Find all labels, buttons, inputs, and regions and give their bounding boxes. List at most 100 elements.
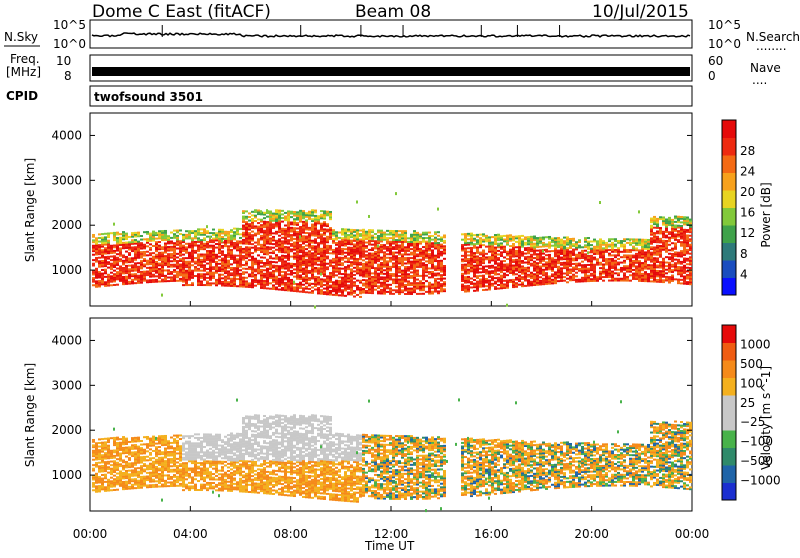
heatmap-cell — [557, 275, 560, 277]
heatmap-cell — [317, 235, 320, 237]
heatmap-cell — [665, 272, 668, 274]
heatmap-cell — [137, 271, 140, 273]
heatmap-cell — [107, 249, 110, 251]
heatmap-cell — [515, 241, 518, 243]
heatmap-cell — [221, 254, 224, 256]
heatmap-cell — [317, 271, 320, 273]
heatmap-cell — [524, 249, 527, 251]
heatmap-cell — [263, 237, 266, 239]
heatmap-cell — [278, 228, 281, 230]
heatmap-cell — [266, 225, 269, 227]
heatmap-cell — [323, 243, 326, 245]
heatmap-cell — [632, 274, 635, 276]
heatmap-cell — [641, 280, 644, 282]
heatmap-cell — [182, 245, 185, 247]
heatmap-cell — [149, 267, 152, 269]
heatmap-cell — [662, 231, 665, 233]
heatmap-cell — [293, 213, 296, 215]
heatmap-cell — [212, 277, 215, 279]
heatmap-cell — [323, 241, 326, 243]
heatmap-cell — [404, 270, 407, 272]
heatmap-cell — [149, 234, 152, 236]
heatmap-cell — [335, 264, 338, 266]
heatmap-cell — [266, 269, 269, 271]
heatmap-cell — [599, 255, 602, 257]
heatmap-cell — [359, 238, 362, 240]
heatmap-cell — [122, 254, 125, 256]
heatmap-cell — [368, 267, 371, 269]
heatmap-cell — [548, 245, 551, 247]
heatmap-cell — [596, 264, 599, 266]
heatmap-cell — [248, 223, 251, 225]
heatmap-cell — [185, 275, 188, 277]
heatmap-cell — [326, 252, 329, 254]
heatmap-cell — [596, 240, 599, 242]
heatmap-cell — [284, 257, 287, 259]
heatmap-cell — [515, 273, 518, 275]
heatmap-cell — [311, 277, 314, 279]
heatmap-cell — [632, 238, 635, 240]
heatmap-cell — [632, 278, 635, 280]
heatmap-cell — [287, 254, 290, 256]
heatmap-cell — [128, 247, 131, 249]
heatmap-cell — [668, 224, 671, 226]
heatmap-cell — [323, 261, 326, 263]
heatmap-cell — [467, 258, 470, 260]
heatmap-cell — [95, 446, 98, 448]
heatmap-cell — [572, 252, 575, 254]
heatmap-cell — [437, 269, 440, 271]
heatmap-cell — [128, 277, 131, 279]
cpid-value: twofsound 3501 — [94, 90, 203, 104]
heatmap-cell — [191, 259, 194, 261]
heatmap-cell — [260, 244, 263, 246]
heatmap-cell — [641, 269, 644, 271]
heatmap-cell — [236, 246, 239, 248]
heatmap-cell — [563, 244, 566, 246]
heatmap-cell — [662, 249, 665, 251]
heatmap-cell — [563, 256, 566, 258]
heatmap-cell — [278, 222, 281, 224]
heatmap-cell — [614, 260, 617, 262]
heatmap-cell — [125, 265, 128, 267]
heatmap-cell — [302, 226, 305, 228]
heatmap-cell — [203, 255, 206, 257]
heatmap-cell — [635, 265, 638, 267]
heatmap-cell — [98, 266, 101, 268]
heatmap-cell — [644, 271, 647, 273]
heatmap-cell — [185, 257, 188, 259]
heatmap-cell — [629, 271, 632, 273]
heatmap-cell — [659, 274, 662, 276]
heatmap-cell — [512, 274, 515, 276]
heatmap-cell — [266, 268, 269, 270]
heatmap-cell — [419, 237, 422, 239]
heatmap-cell — [668, 231, 671, 233]
heatmap-cell — [428, 284, 431, 286]
heatmap-cell — [314, 256, 317, 258]
heatmap-cell — [509, 261, 512, 263]
heatmap-cell — [647, 273, 650, 275]
heatmap-cell — [248, 248, 251, 250]
heatmap-cell — [92, 484, 95, 486]
heatmap-cell — [371, 229, 374, 231]
heatmap-cell — [587, 278, 590, 280]
heatmap-cell — [290, 284, 293, 286]
heatmap-cell — [620, 240, 623, 242]
heatmap-cell — [482, 267, 485, 269]
heatmap-cell — [95, 277, 98, 279]
heatmap-cell — [134, 262, 137, 264]
heatmap-cell — [329, 261, 332, 263]
heatmap-cell — [500, 244, 503, 246]
heatmap-cell — [335, 274, 338, 276]
heatmap-cell — [554, 241, 557, 243]
heatmap-cell — [329, 233, 332, 235]
heatmap-cell — [212, 282, 215, 284]
heatmap-cell — [296, 274, 299, 276]
heatmap-cell — [143, 231, 146, 233]
heatmap-cell — [680, 250, 683, 252]
heatmap-cell — [140, 274, 143, 276]
heatmap-cell — [287, 288, 290, 290]
heatmap-cell — [230, 242, 233, 244]
heatmap-cell — [443, 270, 446, 272]
heatmap-cell — [272, 240, 275, 242]
heatmap-cell — [170, 232, 173, 234]
